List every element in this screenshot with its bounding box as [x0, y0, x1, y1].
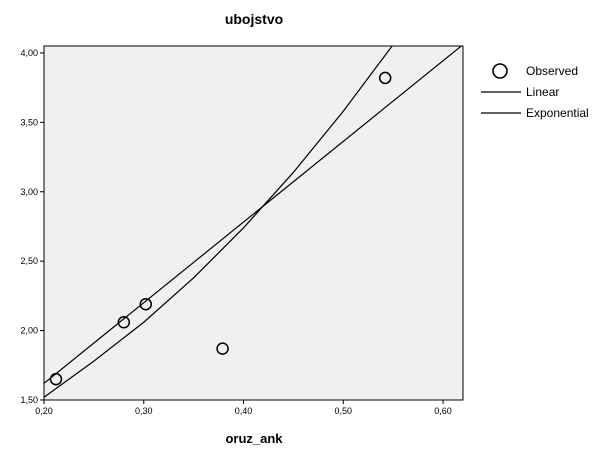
exponential-fit-curve — [44, 46, 393, 398]
observed-point — [216, 342, 229, 355]
observed-points — [49, 71, 392, 386]
plot-area — [43, 45, 464, 401]
series-group — [44, 46, 463, 398]
x-tick-label: 0,30 — [135, 406, 153, 416]
legend-observed-symbol — [492, 63, 508, 79]
legend: Observed Linear Exponential — [481, 63, 589, 120]
x-axis: 0,20 0,30 0,40 0,50 0,60 — [35, 400, 452, 416]
linear-fit-line — [44, 46, 463, 384]
y-tick-label: 3,50 — [20, 117, 38, 127]
y-tick-label: 3,00 — [20, 187, 38, 197]
y-tick-label: 2,00 — [20, 326, 38, 336]
x-tick-label: 0,50 — [335, 406, 353, 416]
observed-point — [117, 316, 131, 329]
x-tick-label: 0,60 — [434, 406, 452, 416]
x-tick-label: 0,20 — [35, 406, 53, 416]
observed-point — [49, 372, 63, 386]
legend-observed-label: Observed — [526, 64, 578, 78]
chart-title: ubojstvo — [225, 11, 283, 27]
x-tick-label: 0,40 — [235, 406, 253, 416]
y-tick-label: 4,00 — [20, 48, 38, 58]
legend-linear-label: Linear — [526, 85, 559, 99]
observed-point — [139, 297, 153, 311]
legend-exponential-label: Exponential — [526, 106, 589, 120]
observed-point — [378, 71, 392, 85]
y-tick-label: 1,50 — [20, 395, 38, 405]
y-axis: 1,50 2,00 2,50 3,00 3,50 4,00 — [20, 48, 44, 405]
y-tick-label: 2,50 — [20, 256, 38, 266]
x-axis-label: oruz_ank — [225, 431, 283, 446]
